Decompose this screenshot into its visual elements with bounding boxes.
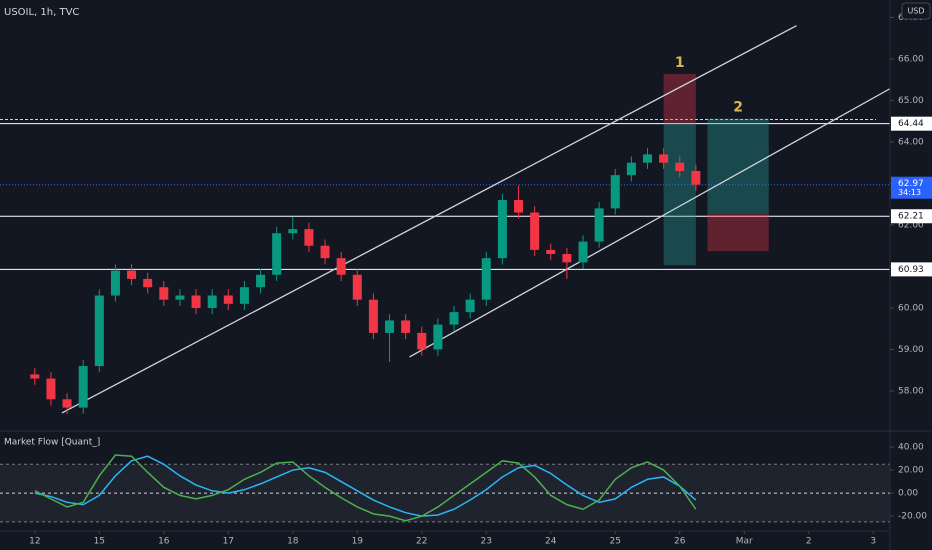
currency-label: USD <box>907 7 924 16</box>
candle-body <box>610 175 620 209</box>
candle-body <box>417 332 427 350</box>
candle-body <box>256 274 266 288</box>
indicator-y-tick-label: 0.00 <box>898 489 918 499</box>
x-tick-label: 23 <box>481 537 492 547</box>
candle-body <box>433 324 443 350</box>
candle-body <box>675 162 685 172</box>
indicator-line <box>34 455 697 517</box>
y-tick-label: 58.00 <box>898 386 924 396</box>
candle-body <box>626 162 636 176</box>
x-tick-label: 15 <box>94 537 105 547</box>
candle-body <box>385 320 395 333</box>
last-price-label: 62.97 <box>898 179 924 189</box>
candle-body <box>320 245 330 259</box>
candle-body <box>562 254 572 263</box>
candle-body <box>691 171 701 185</box>
candle-body <box>449 312 459 325</box>
indicator-line <box>34 454 697 522</box>
candle-body <box>578 241 588 263</box>
candle-body <box>127 270 137 279</box>
indicator-y-tick-label: 40.00 <box>898 442 924 452</box>
level-price-box <box>891 209 932 224</box>
target-zone <box>663 123 696 266</box>
candle-body <box>497 200 507 259</box>
price-pane: 12 <box>0 25 890 414</box>
indicator-pane <box>0 454 890 523</box>
indicator-y-tick-label: -20.00 <box>898 512 927 522</box>
stop-zone <box>707 213 769 252</box>
x-tick-label: 25 <box>610 537 621 547</box>
x-tick-label: 2 <box>806 537 812 547</box>
x-tick-label: 12 <box>29 537 40 547</box>
candle-body <box>223 295 233 304</box>
level-price-label: 64.44 <box>898 119 924 129</box>
candle-body <box>46 378 56 400</box>
candle-body <box>304 229 314 246</box>
x-tick-label: 22 <box>416 537 427 547</box>
position-label: 2 <box>733 100 743 116</box>
candle-body <box>239 287 249 304</box>
indicator-y-tick-label: 20.00 <box>898 466 924 476</box>
y-tick-label: 60.00 <box>898 303 924 313</box>
chart-title: USOIL, 1h, TVC <box>4 7 79 18</box>
y-tick-label: 62.00 <box>898 220 924 230</box>
candle-body <box>143 278 153 288</box>
candle-body <box>288 229 298 234</box>
target-zone <box>707 118 769 214</box>
candle-body <box>352 274 362 300</box>
candle-body <box>191 295 201 308</box>
candle-body <box>481 258 491 300</box>
candle-body <box>465 299 475 313</box>
x-tick-label: 16 <box>158 537 170 547</box>
trendline <box>61 25 797 414</box>
last-price-box <box>891 176 932 199</box>
y-tick-label: 65.00 <box>898 96 924 106</box>
candle-body <box>643 154 653 163</box>
candle-body <box>401 320 411 333</box>
candle-body <box>659 154 669 163</box>
x-tick-label: 18 <box>287 537 299 547</box>
x-tick-label: 26 <box>674 537 686 547</box>
y-tick-label: 59.00 <box>898 345 924 355</box>
level-price-label: 62.21 <box>898 212 924 222</box>
x-tick-label: 17 <box>223 537 234 547</box>
candle-body <box>30 374 40 379</box>
y-tick-label: 64.00 <box>898 137 924 147</box>
candle-body <box>514 200 524 213</box>
x-tick-label: Mar <box>736 537 753 547</box>
x-tick-label: 24 <box>545 537 557 547</box>
x-tick-label: 3 <box>870 537 876 547</box>
y-tick-label: 66.00 <box>898 54 924 64</box>
candle-body <box>336 258 346 275</box>
candle-body <box>62 399 72 408</box>
candle-body <box>530 212 540 250</box>
candle-body <box>368 299 378 333</box>
candle-body <box>594 208 604 242</box>
candle-body <box>110 270 120 296</box>
indicator-title: Market Flow [Quant_] <box>4 438 100 448</box>
candle-body <box>78 366 88 408</box>
candle-body <box>159 287 169 300</box>
currency-box <box>901 2 931 20</box>
candle-body <box>94 295 104 367</box>
candle-body <box>175 295 185 300</box>
level-price-label: 60.93 <box>898 265 924 275</box>
x-tick-label: 19 <box>352 537 364 547</box>
level-price-box <box>891 262 932 277</box>
candle-body <box>546 249 556 255</box>
countdown-label: 34:13 <box>898 188 921 197</box>
candle-body <box>207 295 217 308</box>
candle-body <box>272 233 282 275</box>
level-price-box <box>891 116 932 131</box>
trendline <box>409 87 890 358</box>
position-label: 1 <box>675 55 685 71</box>
